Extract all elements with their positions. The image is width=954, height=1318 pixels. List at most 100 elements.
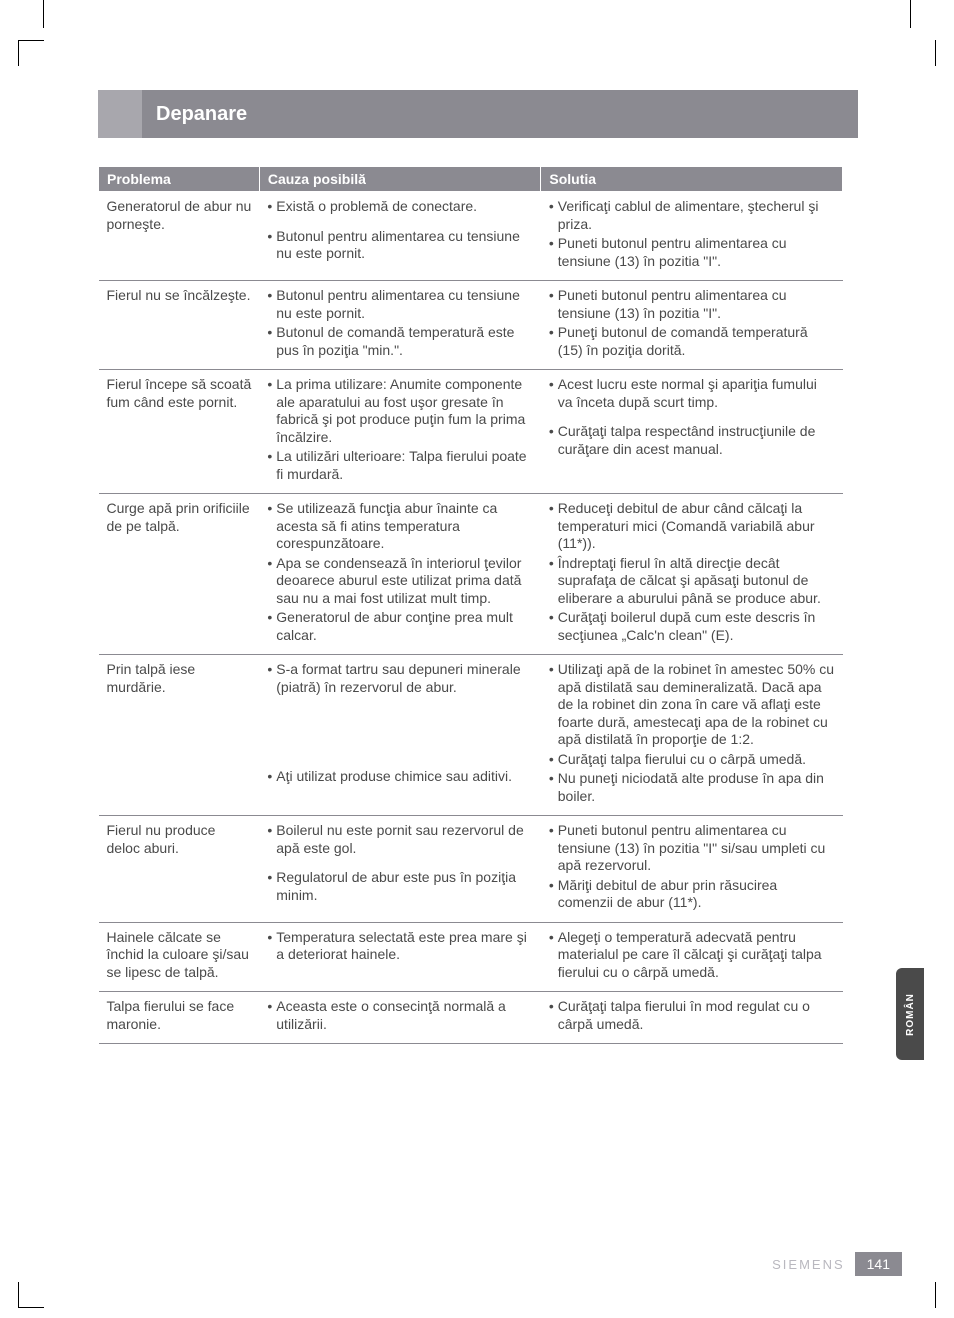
bullet-item: •Alegeţi o temperatură adecvată pentru m… — [549, 929, 835, 982]
section-title: Depanare — [142, 90, 858, 138]
bullet-item: •Regulatorul de abur este pus în poziţia… — [267, 869, 533, 904]
table-row: Hainele călcate se închid la culoare şi/… — [99, 922, 843, 992]
language-label: ROMÂN — [905, 993, 916, 1036]
bullet-item: •Reduceţi debitul de abur când călcaţi l… — [549, 500, 835, 553]
bullet-dot: • — [267, 500, 276, 553]
bullet-item: •Curăţaţi talpa respectând instrucţiunil… — [549, 423, 835, 458]
bullet-dot: • — [267, 376, 276, 446]
bullet-dot: • — [267, 609, 276, 644]
cell-cause: •Temperatura selectată este prea mare şi… — [259, 922, 541, 992]
bullet-dot: • — [549, 609, 558, 644]
bullet-item: •Aţi utilizat produse chimice sau aditiv… — [267, 768, 533, 786]
cell-problem: Fierul nu se încălzeşte. — [99, 281, 260, 370]
cell-solution: •Puneti butonul pentru alimentarea cu te… — [541, 281, 843, 370]
bullet-text: Regulatorul de abur este pus în poziţia … — [276, 869, 533, 904]
crop-mark — [935, 40, 936, 66]
bullet-item: •Butonul pentru alimentarea cu tensiune … — [267, 228, 533, 263]
bullet-item: •Se utilizează funcţia abur înainte ca a… — [267, 500, 533, 553]
bullet-text: Nu puneţi niciodată alte produse în apa … — [558, 770, 835, 805]
troubleshooting-table: Problema Cauza posibilă Solutia Generato… — [98, 166, 843, 1044]
bullet-dot: • — [549, 751, 558, 769]
bullet-item: •La prima utilizare: Anumite componente … — [267, 376, 533, 446]
bullet-item: •Puneti butonul pentru alimentarea cu te… — [549, 822, 835, 875]
bullet-item: •Acest lucru este normal şi apariţia fum… — [549, 376, 835, 411]
bullet-dot: • — [267, 228, 276, 263]
bullet-item: •Curăţaţi talpa fierului în mod regulat … — [549, 998, 835, 1033]
crop-mark — [18, 1282, 44, 1308]
bullet-dot: • — [267, 929, 276, 964]
bullet-text: Reduceţi debitul de abur când călcaţi la… — [558, 500, 835, 553]
footer-brand: SIEMENS — [772, 1252, 855, 1276]
crop-mark — [910, 0, 911, 28]
language-tab: ROMÂN — [896, 968, 924, 1060]
bullet-text: Butonul de comandă temperatură este pus … — [276, 324, 533, 359]
bullet-text: Boilerul nu este pornit sau rezervorul d… — [276, 822, 533, 857]
cell-solution: •Puneti butonul pentru alimentarea cu te… — [541, 816, 843, 923]
bullet-dot: • — [267, 869, 276, 904]
bullet-dot: • — [549, 877, 558, 912]
bullet-item: •Curăţaţi talpa fierului cu o cârpă umed… — [549, 751, 835, 769]
col-header-problem: Problema — [99, 167, 260, 192]
bullet-dot: • — [549, 555, 558, 608]
cell-problem: Fierul nu produce deloc aburi. — [99, 816, 260, 923]
bullet-item: •Curăţaţi boilerul după cum este descris… — [549, 609, 835, 644]
bullet-dot: • — [549, 929, 558, 982]
bullet-text: Curăţaţi talpa fierului cu o cârpă umedă… — [558, 751, 806, 769]
bullet-text: Apa se condensează în interiorul ţevilor… — [276, 555, 533, 608]
bullet-dot: • — [549, 287, 558, 322]
bullet-item: •Există o problemă de conectare. — [267, 198, 533, 216]
title-accent — [98, 90, 142, 138]
bullet-text: La utilizări ulterioare: Talpa fierului … — [276, 448, 533, 483]
bullet-dot: • — [267, 324, 276, 359]
crop-mark — [43, 0, 44, 28]
cell-cause: •Butonul pentru alimentarea cu tensiune … — [259, 281, 541, 370]
page-content: Depanare Problema Cauza posibilă Solutia… — [98, 90, 858, 1044]
bullet-dot: • — [267, 998, 276, 1033]
crop-mark — [18, 40, 44, 66]
bullet-dot: • — [549, 998, 558, 1033]
bullet-text: Puneti butonul pentru alimentarea cu ten… — [558, 822, 835, 875]
cell-solution: •Alegeţi o temperatură adecvată pentru m… — [541, 922, 843, 992]
table-row: Talpa fierului se face maronie.•Aceasta … — [99, 992, 843, 1044]
bullet-item: •Apa se condensează în interiorul ţevilo… — [267, 555, 533, 608]
bullet-item: •Utilizaţi apă de la robinet în amestec … — [549, 661, 835, 749]
bullet-dot: • — [267, 822, 276, 857]
bullet-item: •Aceasta este o consecinţă normală a uti… — [267, 998, 533, 1033]
col-header-cause: Cauza posibilă — [259, 167, 541, 192]
bullet-text: Alegeţi o temperatură adecvată pentru ma… — [558, 929, 835, 982]
bullet-text: Curăţaţi boilerul după cum este descris … — [558, 609, 835, 644]
cell-cause: •Aceasta este o consecinţă normală a uti… — [259, 992, 541, 1044]
bullet-dot: • — [267, 555, 276, 608]
section-title-bar: Depanare — [98, 90, 858, 138]
bullet-text: Butonul pentru alimentarea cu tensiune n… — [276, 287, 533, 322]
col-header-solution: Solutia — [541, 167, 843, 192]
bullet-text: Aceasta este o consecinţă normală a util… — [276, 998, 533, 1033]
table-row: Fierul nu produce deloc aburi.•Boilerul … — [99, 816, 843, 923]
cell-problem: Curge apă prin orificiile de pe talpă. — [99, 494, 260, 655]
bullet-dot: • — [549, 822, 558, 875]
bullet-dot: • — [267, 448, 276, 483]
bullet-item: •Puneti butonul pentru alimentarea cu te… — [549, 287, 835, 322]
bullet-text: Verificaţi cablul de alimentare, ştecher… — [558, 198, 835, 233]
bullet-item: •Îndreptaţi fierul în altă direcţie decâ… — [549, 555, 835, 608]
bullet-dot: • — [549, 423, 558, 458]
bullet-text: Există o problemă de conectare. — [276, 198, 477, 216]
table-row: Prin talpă iese murdărie.•S-a format tar… — [99, 655, 843, 816]
cell-cause: •Se utilizează funcţia abur înainte ca a… — [259, 494, 541, 655]
crop-mark — [935, 1282, 936, 1308]
cell-problem: Talpa fierului se face maronie. — [99, 992, 260, 1044]
bullet-text: Se utilizează funcţia abur înainte ca ac… — [276, 500, 533, 553]
bullet-text: S-a format tartru sau depuneri minerale … — [276, 661, 533, 696]
bullet-item: •Măriţi debitul de abur prin răsucirea c… — [549, 877, 835, 912]
bullet-text: Generatorul de abur conţine prea mult ca… — [276, 609, 533, 644]
bullet-text: Aţi utilizat produse chimice sau aditivi… — [276, 768, 512, 786]
cell-cause: •S-a format tartru sau depuneri minerale… — [259, 655, 541, 816]
bullet-dot: • — [549, 324, 558, 359]
bullet-item: •Nu puneţi niciodată alte produse în apa… — [549, 770, 835, 805]
bullet-text: Puneti butonul pentru alimentarea cu ten… — [558, 287, 835, 322]
cell-solution: •Acest lucru este normal şi apariţia fum… — [541, 370, 843, 494]
bullet-item: •Butonul de comandă temperatură este pus… — [267, 324, 533, 359]
bullet-text: Acest lucru este normal şi apariţia fumu… — [558, 376, 835, 411]
bullet-text: Măriţi debitul de abur prin răsucirea co… — [558, 877, 835, 912]
bullet-dot: • — [549, 500, 558, 553]
